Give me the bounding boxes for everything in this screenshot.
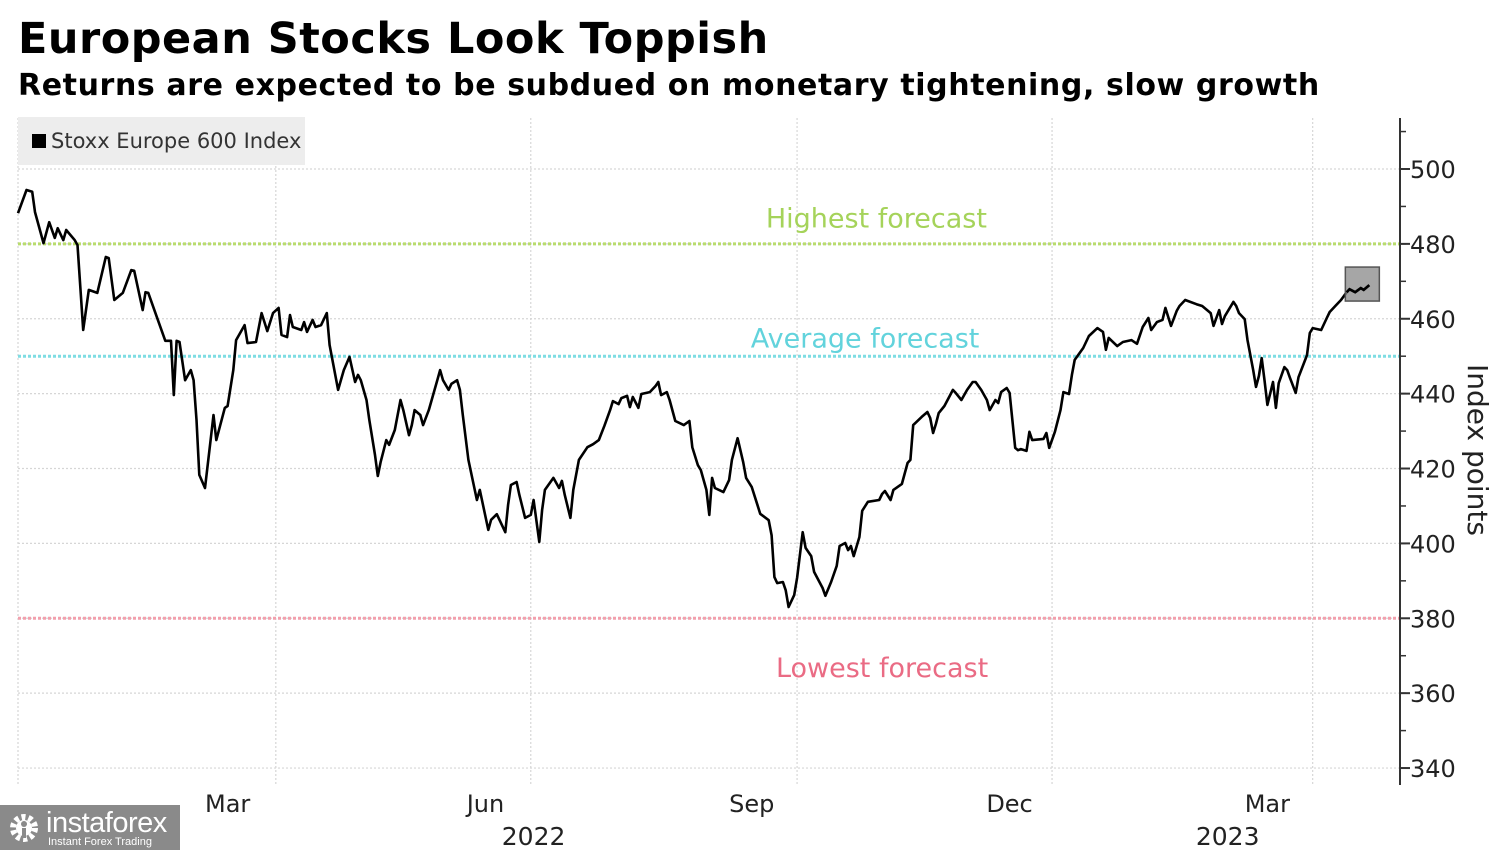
reference-line-label: Average forecast <box>751 323 980 354</box>
gear-icon <box>10 814 38 842</box>
legend-swatch <box>32 134 46 148</box>
reference-line-label: Lowest forecast <box>776 653 988 684</box>
x-year-label: 2023 <box>1196 822 1260 850</box>
y-tick-label: 420 <box>1410 456 1456 484</box>
y-axis-label: Index points <box>1461 364 1494 536</box>
y-tick-label: 380 <box>1410 605 1456 633</box>
legend: Stoxx Europe 600 Index <box>18 117 305 165</box>
x-tick-label: Dec <box>986 790 1032 818</box>
y-tick-label: 480 <box>1410 231 1456 259</box>
y-tick-label: 400 <box>1410 530 1456 558</box>
y-tick-label: 460 <box>1410 306 1456 334</box>
y-tick-label: 440 <box>1410 381 1456 409</box>
y-tick-label: 500 <box>1410 156 1456 184</box>
series-line-end <box>1345 284 1371 294</box>
chart-subtitle: Returns are expected to be subdued on mo… <box>18 68 1320 103</box>
watermark-logo: instaforex Instant Forex Trading <box>0 805 180 850</box>
reference-line-label: Highest forecast <box>766 204 987 235</box>
legend-label: Stoxx Europe 600 Index <box>51 129 302 153</box>
chart-title: European Stocks Look Toppish <box>18 14 769 64</box>
x-tick-label: Sep <box>729 790 774 818</box>
x-tick-label: Jun <box>465 790 505 818</box>
y-tick-label: 340 <box>1410 755 1456 783</box>
y-tick-label: 360 <box>1410 680 1456 708</box>
x-tick-label: Mar <box>205 790 250 818</box>
last-value-marker <box>1344 266 1381 302</box>
watermark-name: instaforex <box>46 807 167 839</box>
series-line-stoxx-600 <box>16 188 1371 609</box>
x-tick-label: Mar <box>1245 790 1290 818</box>
x-year-label: 2022 <box>502 822 566 850</box>
watermark-tagline: Instant Forex Trading <box>48 836 152 848</box>
